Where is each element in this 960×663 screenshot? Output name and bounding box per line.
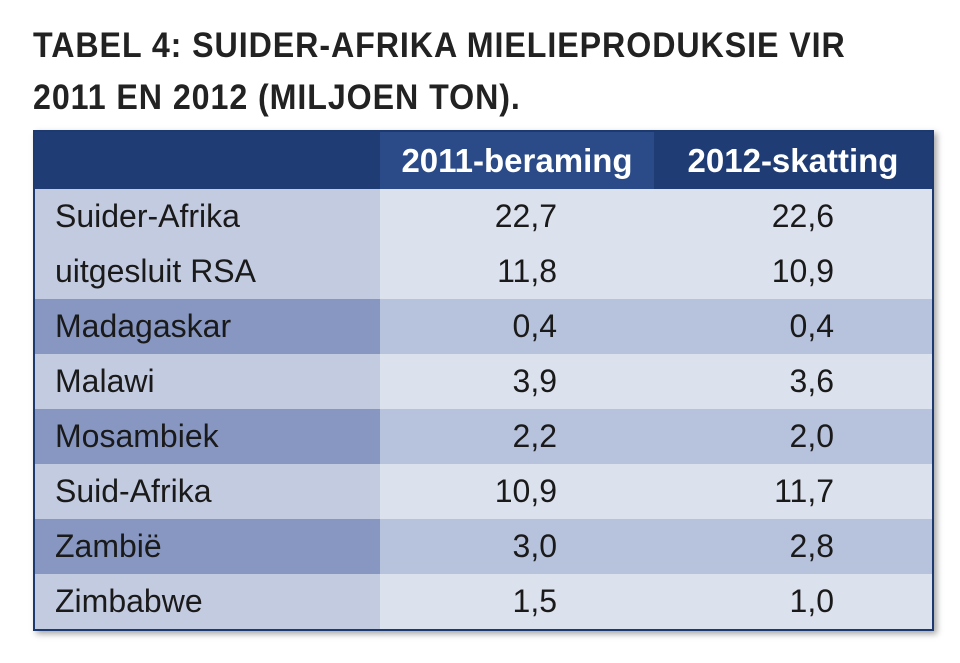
row-label: Malawi <box>35 354 380 409</box>
cell-value: 1,0 <box>654 574 932 629</box>
table: 2011-beraming 2012-skatting Suider-Afrika 2… <box>33 130 934 631</box>
row-label: Suider-Afrika <box>35 189 380 244</box>
cell-value: 0,4 <box>380 299 654 354</box>
row-label: uitgesluit RSA <box>35 244 380 299</box>
cell-value: 10,9 <box>380 464 654 519</box>
cell-value: 0,4 <box>654 299 932 354</box>
cell-value: 1,5 <box>380 574 654 629</box>
cell-value: 2,8 <box>654 519 932 574</box>
cell-value: 10,9 <box>654 244 932 299</box>
cell-value: 3,9 <box>380 354 654 409</box>
cell-value: 22,6 <box>654 189 932 244</box>
cell-value: 2,0 <box>654 409 932 464</box>
cell-value: 3,6 <box>654 354 932 409</box>
header-cell <box>35 132 380 189</box>
title-line: TABEL 4: SUIDER-AFRIKA MIELIEPRODUKSIE V… <box>33 26 846 65</box>
row-label: Madagaskar <box>35 299 380 354</box>
cell-value: 3,0 <box>380 519 654 574</box>
cell-value: 22,7 <box>380 189 654 244</box>
row-label: Zambië <box>35 519 380 574</box>
header-cell: 2012-skatting <box>654 132 932 189</box>
row-label: Mosambiek <box>35 409 380 464</box>
row-label: Suid-Afrika <box>35 464 380 519</box>
header-cell: 2011-beraming <box>380 132 654 189</box>
cell-value: 11,8 <box>380 244 654 299</box>
row-label: Zimbabwe <box>35 574 380 629</box>
title-line: 2011 EN 2012 (MILJOEN TON). <box>33 78 521 117</box>
cell-value: 2,2 <box>380 409 654 464</box>
cell-value: 11,7 <box>654 464 932 519</box>
